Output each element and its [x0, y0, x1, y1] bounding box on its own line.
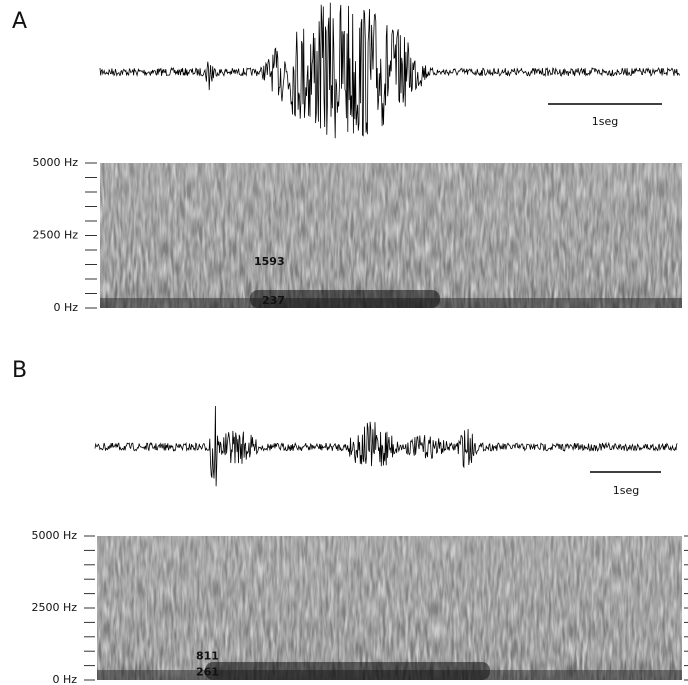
spectrogram-texture	[100, 163, 682, 308]
frequency-annotation: 811	[196, 650, 219, 663]
y-tick-label: 0 Hz	[53, 301, 78, 314]
panel-label: A	[12, 9, 27, 34]
scale-bar-label: 1seg	[613, 484, 639, 497]
frequency-annotation: 1593	[254, 255, 285, 268]
panel-label: B	[12, 358, 27, 383]
scale-bar-label: 1seg	[592, 115, 618, 128]
y-tick-label: 2500 Hz	[32, 229, 78, 242]
frequency-annotation: 261	[196, 665, 219, 678]
y-tick-label: 5000 Hz	[32, 156, 78, 169]
frequency-annotation: 237	[262, 294, 285, 307]
spectrogram-texture	[97, 536, 682, 680]
y-tick-label: 2500 Hz	[31, 601, 77, 614]
waveform	[94, 405, 678, 487]
energy-band	[250, 290, 440, 308]
energy-band	[205, 662, 490, 680]
y-tick-label: 5000 Hz	[31, 529, 77, 542]
y-tick-label: 0 Hz	[52, 673, 77, 685]
waveform	[99, 2, 680, 139]
